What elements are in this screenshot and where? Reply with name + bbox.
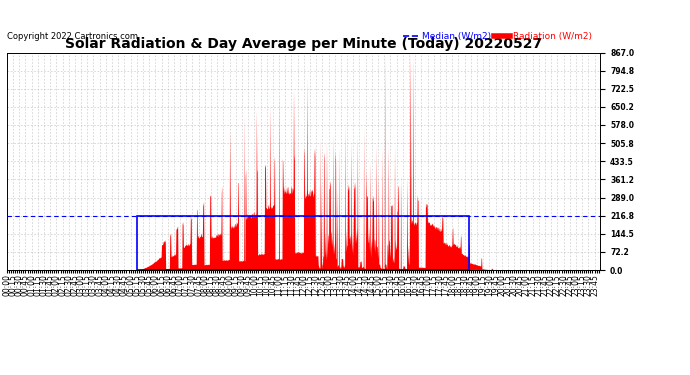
Title: Solar Radiation & Day Average per Minute (Today) 20220527: Solar Radiation & Day Average per Minute… — [65, 38, 542, 51]
Bar — [137, 216, 469, 270]
Text: Copyright 2022 Cartronics.com: Copyright 2022 Cartronics.com — [7, 32, 138, 40]
Legend: Median (W/m2), Radiation (W/m2): Median (W/m2), Radiation (W/m2) — [400, 29, 595, 45]
